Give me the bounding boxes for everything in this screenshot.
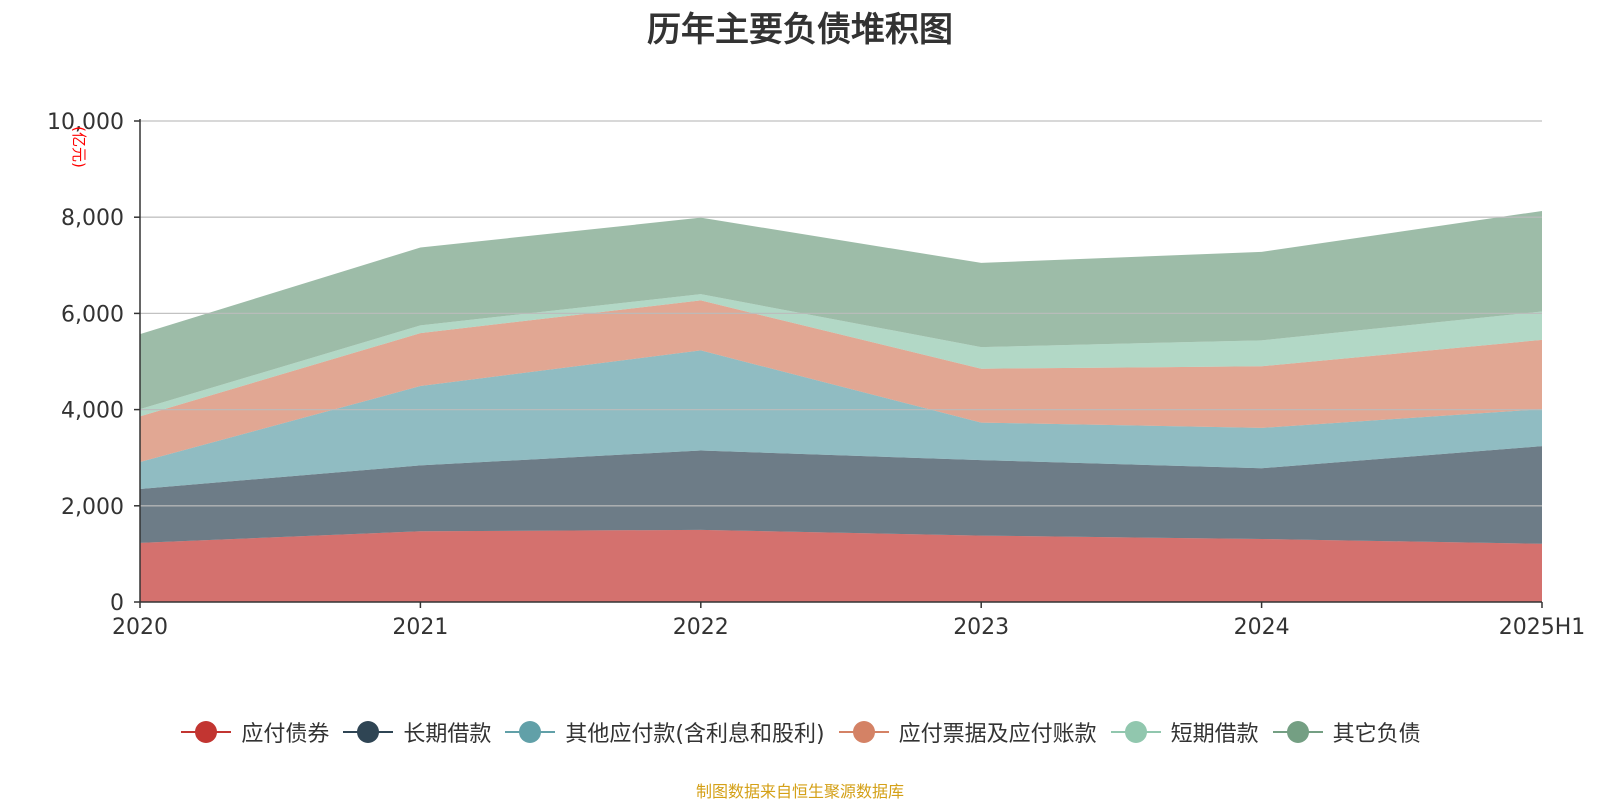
- area-series-1: [140, 529, 1542, 602]
- x-tick-label: 2022: [673, 615, 729, 640]
- legend-label: 应付票据及应付账款: [898, 722, 1097, 747]
- y-tick-label: 4,000: [61, 399, 124, 424]
- data-source-note: 制图数据来自恒生聚源数据库: [695, 782, 904, 801]
- area-series-4: [140, 300, 1542, 463]
- legend-item-1[interactable]: 应付债券: [179, 716, 329, 748]
- chart-title: 历年主要负债堆积图: [647, 10, 953, 50]
- legend-label: 应付债券: [241, 722, 330, 747]
- legend-label: 长期借款: [403, 722, 492, 747]
- y-tick-label: 6,000: [61, 302, 124, 327]
- legend-marker-icon: [838, 721, 889, 743]
- legend-marker-icon: [181, 721, 232, 743]
- x-tick-label: 2025H1: [1499, 615, 1586, 640]
- legend-item-4[interactable]: 应付票据及应付账款: [837, 716, 1097, 748]
- chart-legend: 应付债券 长期借款 其他应付款(含利息和股利) 应付票据及应付账款 短期借款 其它负债: [0, 716, 1600, 748]
- x-tick-label: 2020: [112, 615, 168, 640]
- legend-item-6[interactable]: 其它负债: [1271, 716, 1421, 748]
- x-tick-label: 2021: [392, 615, 448, 640]
- area-series-6: [140, 210, 1542, 410]
- x-tick-label: 2023: [953, 615, 1009, 640]
- legend-marker-icon: [505, 721, 556, 743]
- legend-label: 短期借款: [1170, 722, 1259, 747]
- y-axis-unit-label: (亿元): [70, 126, 88, 168]
- x-tick-label: 2024: [1234, 615, 1290, 640]
- legend-marker-icon: [1110, 721, 1161, 743]
- legend-label: 其它负债: [1332, 722, 1421, 747]
- legend-label: 其他应付款(含利息和股利): [565, 722, 825, 747]
- y-tick-label: 10,000: [47, 110, 124, 135]
- y-tick-label: 2,000: [61, 495, 124, 520]
- legend-item-5[interactable]: 短期借款: [1109, 716, 1259, 748]
- legend-marker-icon: [343, 721, 394, 743]
- y-tick-label: 0: [110, 591, 124, 616]
- legend-item-2[interactable]: 长期借款: [341, 716, 491, 748]
- area-series-5: [140, 294, 1542, 417]
- area-series-2: [140, 446, 1542, 544]
- area-series-3: [140, 350, 1542, 489]
- legend-item-3[interactable]: 其他应付款(含利息和股利): [503, 716, 825, 748]
- legend-marker-icon: [1272, 721, 1323, 743]
- y-tick-label: 8,000: [61, 206, 124, 231]
